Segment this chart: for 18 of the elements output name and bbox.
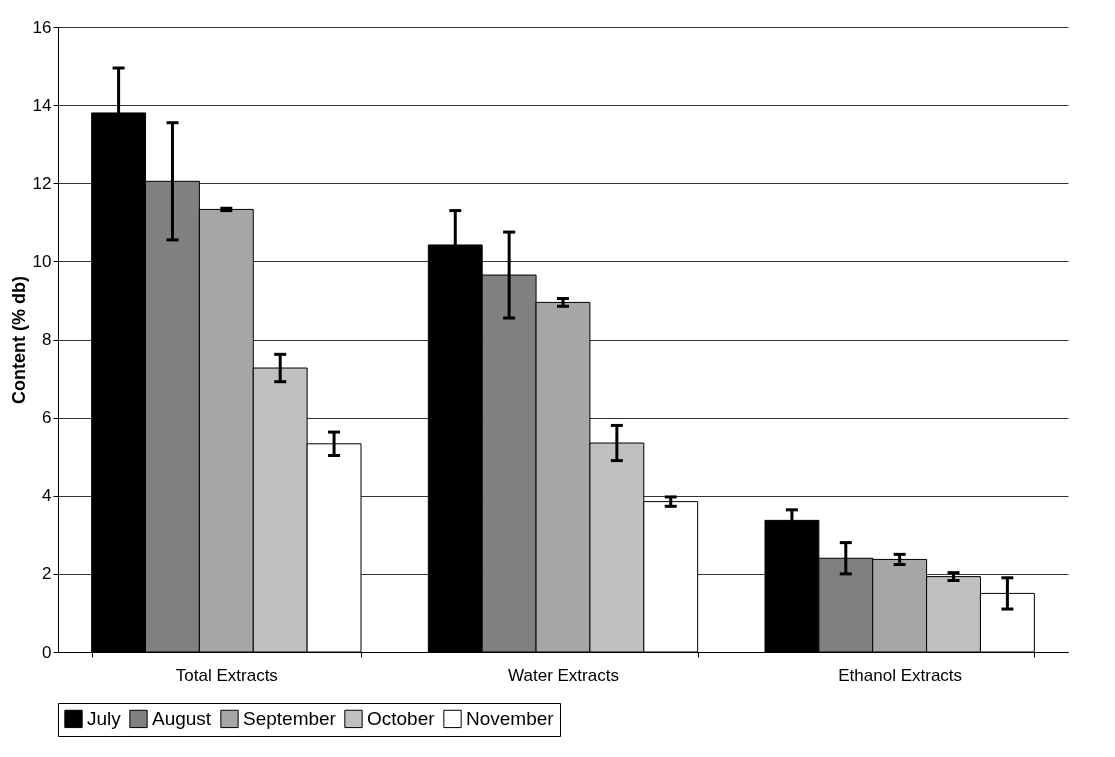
y-tick-label: 10 — [32, 251, 52, 271]
y-tick-label: 16 — [32, 17, 52, 37]
legend-label: October — [367, 707, 436, 729]
x-tick-label: Ethanol Extracts — [838, 665, 963, 685]
x-tick-label: Water Extracts — [508, 665, 619, 685]
y-tick-label: 12 — [32, 173, 52, 193]
y-tick-label: 0 — [42, 642, 52, 662]
y-tick-label: 8 — [42, 330, 52, 349]
legend-label: November — [466, 707, 555, 729]
y-tick-label: 14 — [32, 95, 52, 115]
y-axis-title: Content (% db) — [8, 276, 29, 404]
y-tick-label: 2 — [42, 564, 52, 584]
legend-label: August — [152, 707, 212, 729]
y-tick-label: 6 — [42, 408, 52, 428]
legend-label: September — [243, 707, 337, 729]
legend-label: July — [87, 707, 122, 729]
x-tick-label: Total Extracts — [175, 665, 278, 685]
y-tick-label: 4 — [42, 486, 52, 506]
